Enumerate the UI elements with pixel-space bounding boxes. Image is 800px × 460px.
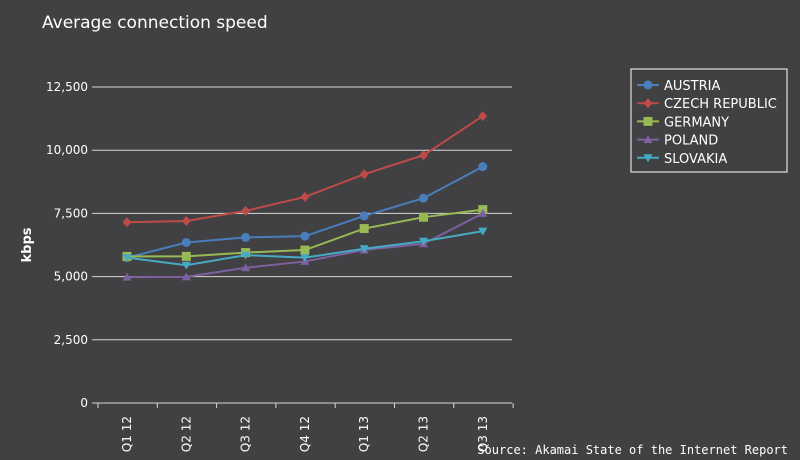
source-note: Source: Akamai State of the Internet Rep… — [477, 443, 788, 457]
legend-marker-austria — [643, 80, 653, 90]
series-group — [122, 111, 488, 281]
data-point-austria — [300, 231, 310, 241]
legend-marker-poland — [643, 135, 653, 144]
y-axis-label: kbps — [20, 227, 35, 262]
y-tick-label: 0 — [80, 396, 88, 410]
data-point-slovakia — [359, 245, 369, 254]
data-point-germany — [300, 245, 310, 255]
data-point-czech-republic — [181, 215, 191, 226]
data-point-czech-republic — [300, 191, 310, 202]
legend-label-slovakia: SLOVAKIA — [664, 152, 727, 167]
data-point-czech-republic — [478, 111, 488, 122]
y-axis-ticks: 0 2,500 5,000 7,500 10,000 12,500 — [46, 80, 98, 410]
legend-label-poland: POLAND — [664, 134, 718, 149]
legend-item-austria: AUSTRIA — [637, 79, 720, 94]
x-tick-label: Q1 12 — [120, 416, 134, 452]
data-point-germany — [181, 251, 191, 261]
data-point-slovakia — [300, 254, 310, 263]
data-point-slovakia — [478, 227, 488, 236]
data-point-poland — [122, 272, 132, 281]
legend-label-austria: AUSTRIA — [664, 79, 720, 94]
data-point-slovakia — [181, 261, 191, 270]
x-tick-label: Q3 13 — [476, 416, 490, 452]
legend-label-germany: GERMANY — [664, 115, 729, 130]
data-point-czech-republic — [122, 217, 132, 228]
legend-box — [630, 68, 788, 173]
chart-title: Average connection speed — [42, 13, 268, 33]
legend: AUSTRIA CZECH REPUBLIC GERMANY POLAND SLOVAK… — [630, 68, 788, 173]
data-point-czech-republic — [419, 150, 428, 161]
data-point-poland — [241, 263, 251, 272]
x-tick-label: Q2 13 — [417, 416, 431, 452]
data-point-poland — [181, 272, 191, 281]
series-czech-republic — [122, 111, 488, 228]
x-tick-label: Q1 13 — [357, 416, 371, 452]
y-tick-label: 10,000 — [46, 143, 88, 157]
data-point-slovakia — [122, 254, 132, 263]
legend-item-poland: POLAND — [637, 134, 718, 149]
x-axis: Q1 12 Q2 12 Q3 12 Q4 12 Q1 13 Q2 13 Q3 13 — [97, 402, 514, 452]
legend-label-czech-republic: CZECH REPUBLIC — [664, 97, 777, 112]
legend-item-czech-republic: CZECH REPUBLIC — [637, 97, 777, 112]
x-tick-label: Q3 12 — [239, 416, 253, 452]
data-point-germany — [419, 212, 428, 222]
data-point-slovakia — [241, 251, 251, 260]
data-point-slovakia — [419, 237, 428, 246]
data-point-czech-republic — [359, 169, 369, 180]
legend-item-slovakia: SLOVAKIA — [637, 152, 727, 167]
legend-marker-czech-republic — [643, 98, 653, 109]
data-point-austria — [359, 211, 369, 221]
data-point-czech-republic — [241, 205, 251, 216]
y-tick-label: 7,500 — [54, 206, 88, 220]
series-slovakia — [122, 227, 488, 270]
data-point-austria — [419, 193, 428, 203]
legend-item-germany: GERMANY — [637, 115, 729, 130]
legend-marker-slovakia — [643, 154, 653, 163]
data-point-austria — [181, 237, 191, 247]
data-point-poland — [478, 208, 488, 217]
data-point-austria — [478, 162, 488, 172]
data-point-austria — [241, 232, 251, 242]
legend-marker-germany — [643, 116, 653, 126]
y-tick-label: 5,000 — [54, 270, 88, 284]
data-point-germany — [359, 224, 369, 234]
x-tick-label: Q2 12 — [179, 416, 193, 452]
x-tick-label: Q4 12 — [298, 416, 312, 452]
y-tick-label: 2,500 — [54, 333, 88, 347]
y-tick-label: 12,500 — [46, 80, 88, 94]
